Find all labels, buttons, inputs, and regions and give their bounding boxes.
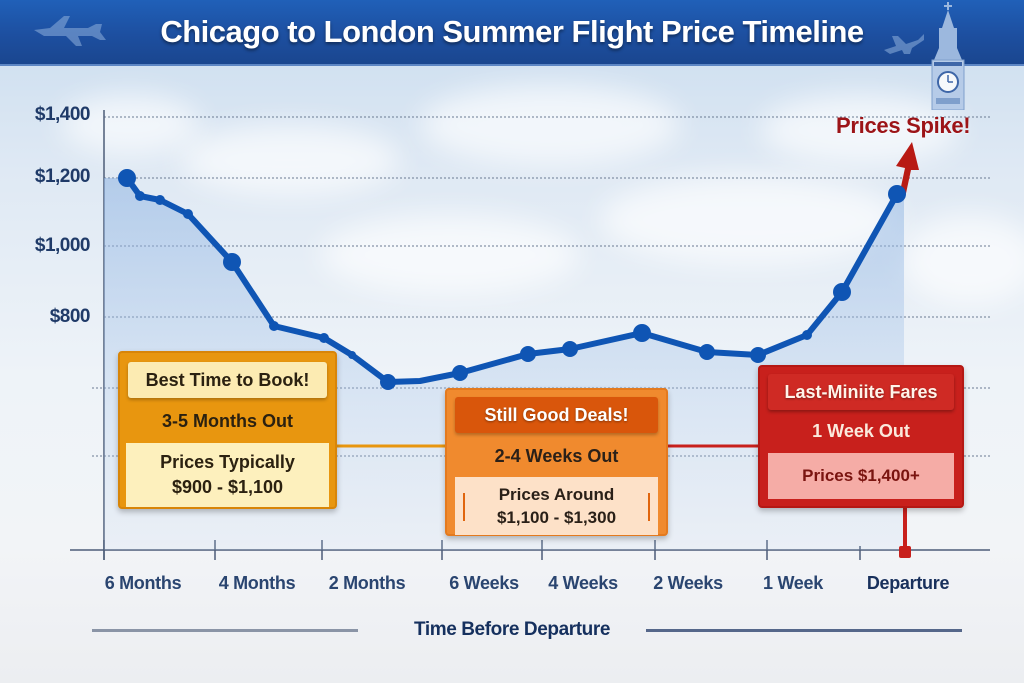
still-good-heading: Still Good Deals! [455,397,658,433]
price-line-1: Prices Typically [160,452,295,472]
airplane-icon [884,34,924,54]
spike-arrow-icon [896,142,919,198]
still-good-prices: Prices Around $1,100 - $1,300 [455,477,658,535]
best-time-prices: Prices Typically $900 - $1,100 [126,443,329,507]
x-tick-label-departure: Departure [866,573,950,593]
chart-title: Chicago to London Summer Flight Price Ti… [160,14,864,49]
data-points [118,169,906,390]
price-line-1: Prices Around [498,485,615,504]
price-line-2: $900 - $1,100 [171,477,284,497]
x-tick-label: 2 Months [328,573,406,593]
x-tick-label: 6 Weeks [449,573,519,593]
last-minute-callout: Last-Miniite Fares 1 Week Out Prices $1,… [758,365,964,508]
big-ben-clock-tower-icon [931,2,965,110]
x-tick-label: 4 Weeks [548,573,618,593]
still-good-callout: Still Good Deals! 2-4 Weeks Out Prices A… [445,388,668,536]
title-banner: Chicago to London Summer Flight Price Ti… [0,0,1024,110]
prices-spike-label: Prices Spike! [836,113,971,138]
y-tick-label: $1,200 [34,166,91,187]
axis-title-rule-right [646,629,962,632]
x-tick-label: 2 Weeks [653,573,723,593]
price-line-2: $1,100 - $1,300 [496,508,617,527]
x-tick-label: 4 Months [218,573,296,593]
airplane-icon [34,16,106,46]
best-time-window: 3-5 Months Out [162,411,293,431]
last-minute-prices: Prices $1,400+ [768,453,954,499]
x-tick-label: 1 Week [763,573,823,593]
last-minute-window: 1 Week Out [812,421,910,441]
best-time-heading: Best Time to Book! [128,362,327,398]
y-tick-label: $1,000 [34,235,91,256]
y-tick-label: $1,400 [34,104,91,125]
y-tick-label: $800 [49,306,91,327]
x-tick-label: 6 Months [104,573,182,593]
last-minute-heading: Last-Miniite Fares [768,374,954,410]
still-good-window: 2-4 Weeks Out [494,446,619,466]
best-time-callout: Best Time to Book! 3-5 Months Out Prices… [118,351,337,509]
axis-title-rule-left [92,629,358,632]
x-axis-title: Time Before Departure [413,619,611,640]
